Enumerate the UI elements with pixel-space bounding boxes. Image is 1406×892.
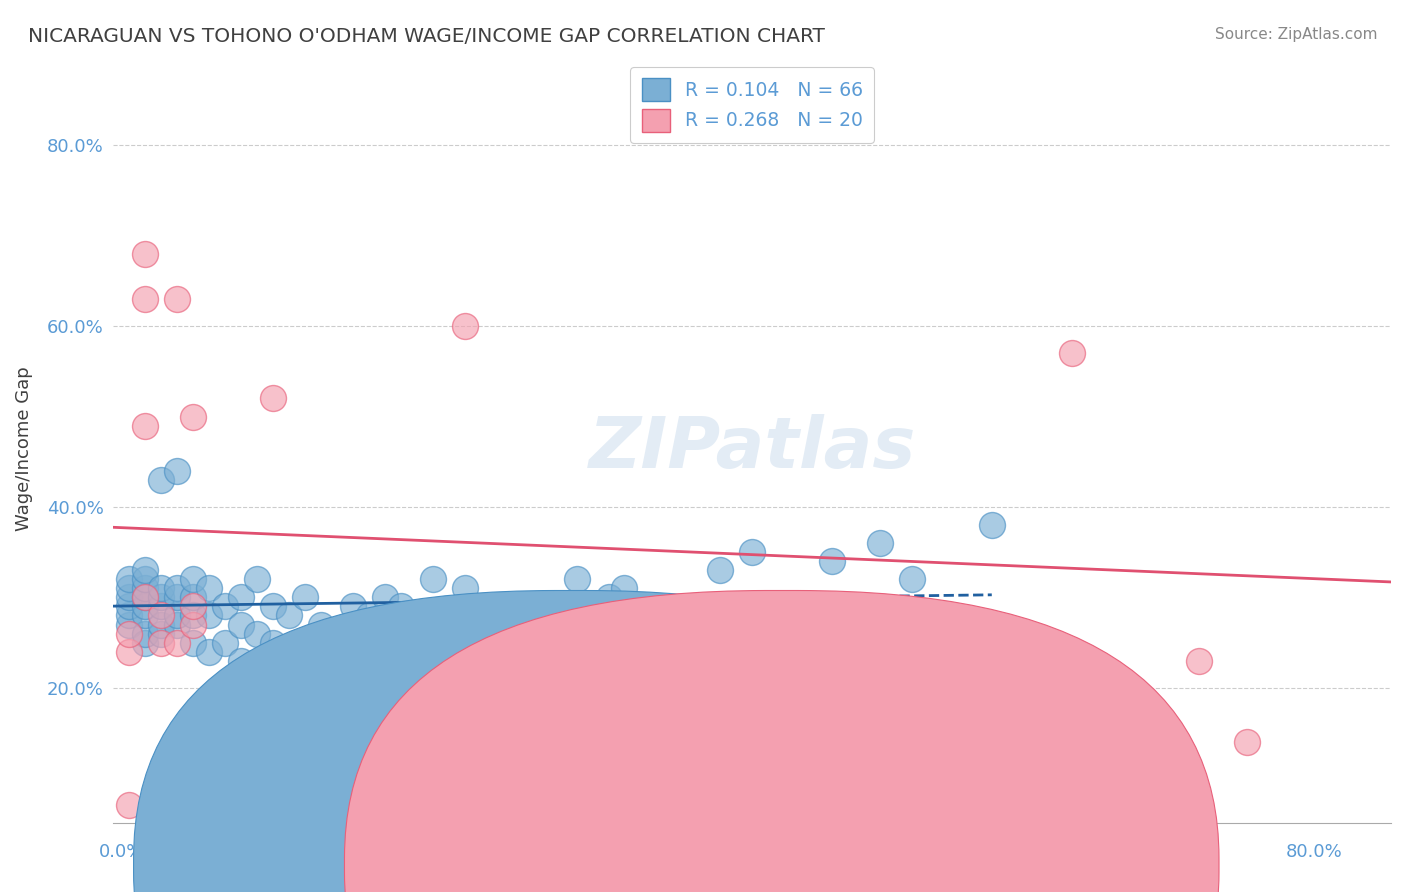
Nicaraguans xyxy=(118,591,141,605)
Text: ZIPatlas: ZIPatlas xyxy=(589,414,915,483)
Nicaraguans xyxy=(150,582,173,596)
Tohono O'odham xyxy=(214,735,236,749)
Nicaraguans xyxy=(150,626,173,640)
Tohono O'odham xyxy=(262,392,284,406)
Tohono O'odham xyxy=(454,319,477,334)
Tohono O'odham xyxy=(1060,346,1083,360)
Nicaraguans xyxy=(278,608,301,623)
Tohono O'odham xyxy=(134,292,156,306)
Nicaraguans xyxy=(613,582,636,596)
Nicaraguans xyxy=(374,591,396,605)
Tohono O'odham xyxy=(134,418,156,433)
Tohono O'odham xyxy=(183,617,205,632)
Tohono O'odham xyxy=(166,292,188,306)
Nicaraguans xyxy=(118,599,141,614)
Nicaraguans xyxy=(134,572,156,586)
Tohono O'odham xyxy=(150,608,173,623)
Nicaraguans xyxy=(533,608,555,623)
Nicaraguans xyxy=(294,654,316,668)
Nicaraguans xyxy=(183,572,205,586)
Nicaraguans xyxy=(357,608,380,623)
Nicaraguans xyxy=(645,599,668,614)
Nicaraguans xyxy=(565,572,588,586)
Nicaraguans xyxy=(422,572,444,586)
Text: Tohono O'odham: Tohono O'odham xyxy=(754,852,891,870)
Nicaraguans xyxy=(166,608,188,623)
Nicaraguans xyxy=(134,608,156,623)
Nicaraguans xyxy=(118,617,141,632)
Nicaraguans xyxy=(150,617,173,632)
Tohono O'odham xyxy=(118,798,141,813)
Nicaraguans xyxy=(166,591,188,605)
Nicaraguans xyxy=(150,599,173,614)
Text: 80.0%: 80.0% xyxy=(1286,843,1343,861)
Nicaraguans xyxy=(741,545,763,559)
Tohono O'odham xyxy=(150,635,173,649)
Nicaraguans xyxy=(262,635,284,649)
Nicaraguans xyxy=(309,617,332,632)
Nicaraguans xyxy=(166,582,188,596)
Nicaraguans xyxy=(134,635,156,649)
Nicaraguans xyxy=(198,582,221,596)
Nicaraguans xyxy=(231,591,253,605)
Nicaraguans xyxy=(821,554,844,568)
Tohono O'odham xyxy=(183,409,205,424)
Tohono O'odham xyxy=(166,635,188,649)
Nicaraguans xyxy=(231,617,253,632)
Nicaraguans xyxy=(134,626,156,640)
Nicaraguans xyxy=(326,626,349,640)
Nicaraguans xyxy=(598,591,620,605)
Nicaraguans xyxy=(901,572,924,586)
Tohono O'odham xyxy=(134,591,156,605)
Text: Source: ZipAtlas.com: Source: ZipAtlas.com xyxy=(1215,27,1378,42)
Nicaraguans xyxy=(980,518,1002,533)
Nicaraguans xyxy=(166,617,188,632)
Nicaraguans xyxy=(183,635,205,649)
Y-axis label: Wage/Income Gap: Wage/Income Gap xyxy=(15,366,32,531)
Nicaraguans xyxy=(485,599,508,614)
Nicaraguans xyxy=(150,591,173,605)
Nicaraguans xyxy=(134,563,156,577)
Text: Nicaraguans: Nicaraguans xyxy=(560,852,664,870)
Tohono O'odham xyxy=(118,645,141,659)
Legend: R = 0.104   N = 66, R = 0.268   N = 20: R = 0.104 N = 66, R = 0.268 N = 20 xyxy=(630,67,875,143)
Nicaraguans xyxy=(294,591,316,605)
Tohono O'odham xyxy=(1236,735,1258,749)
Nicaraguans xyxy=(183,591,205,605)
Text: 0.0%: 0.0% xyxy=(98,843,143,861)
Nicaraguans xyxy=(150,473,173,487)
Tohono O'odham xyxy=(134,246,156,260)
Tohono O'odham xyxy=(118,626,141,640)
Nicaraguans xyxy=(118,572,141,586)
Nicaraguans xyxy=(437,608,460,623)
Nicaraguans xyxy=(198,645,221,659)
Nicaraguans xyxy=(214,599,236,614)
Nicaraguans xyxy=(342,599,364,614)
Nicaraguans xyxy=(454,582,477,596)
Nicaraguans xyxy=(246,572,269,586)
Tohono O'odham xyxy=(183,599,205,614)
Nicaraguans xyxy=(118,582,141,596)
Nicaraguans xyxy=(214,635,236,649)
Nicaraguans xyxy=(262,599,284,614)
Nicaraguans xyxy=(869,536,891,550)
Nicaraguans xyxy=(183,608,205,623)
Nicaraguans xyxy=(198,608,221,623)
Nicaraguans xyxy=(134,599,156,614)
Nicaraguans xyxy=(134,591,156,605)
Text: NICARAGUAN VS TOHONO O'ODHAM WAGE/INCOME GAP CORRELATION CHART: NICARAGUAN VS TOHONO O'ODHAM WAGE/INCOME… xyxy=(28,27,825,45)
Nicaraguans xyxy=(231,654,253,668)
Nicaraguans xyxy=(389,599,412,614)
Nicaraguans xyxy=(166,464,188,478)
Nicaraguans xyxy=(118,608,141,623)
Nicaraguans xyxy=(246,626,269,640)
Nicaraguans xyxy=(134,582,156,596)
Nicaraguans xyxy=(709,563,731,577)
Nicaraguans xyxy=(869,798,891,813)
Tohono O'odham xyxy=(1188,654,1211,668)
